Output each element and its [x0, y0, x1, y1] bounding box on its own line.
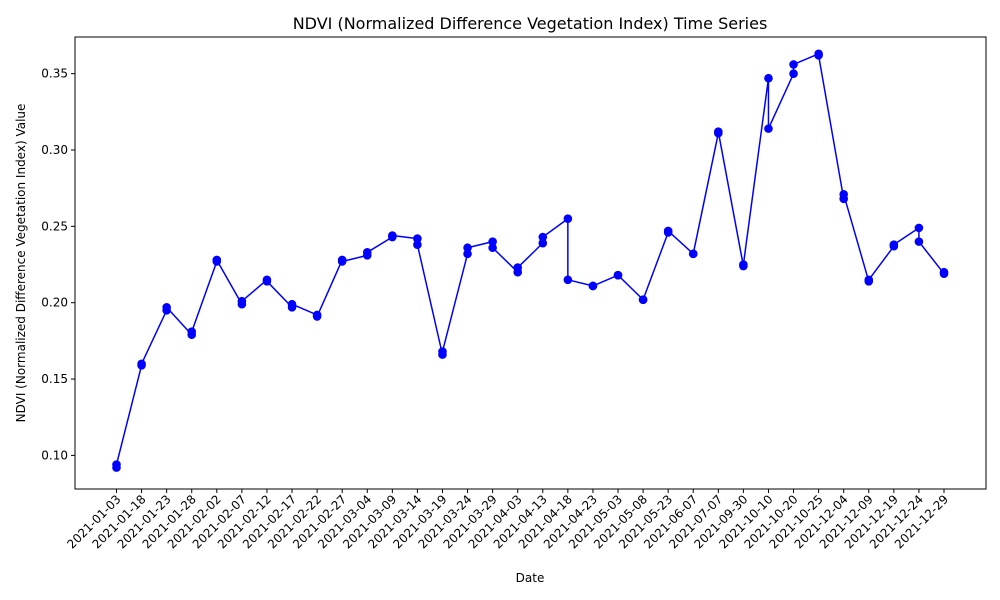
data-point: [914, 237, 924, 246]
data-point: [889, 240, 899, 249]
data-point: [513, 263, 523, 272]
data-point: [488, 243, 497, 253]
data-point: [739, 260, 748, 269]
data-point: [814, 51, 823, 60]
data-point: [538, 238, 548, 248]
data-point: [688, 249, 698, 259]
data-point: [362, 248, 372, 257]
data-point: [538, 232, 548, 242]
data-point: [112, 460, 121, 469]
data-point: [312, 312, 322, 321]
data-point: [287, 299, 297, 309]
data-point: [262, 277, 272, 286]
y-tick-label: 0.15: [41, 372, 68, 386]
data-point: [864, 275, 874, 285]
chart-title: NDVI (Normalized Difference Vegetation I…: [293, 14, 768, 33]
data-point: [939, 267, 949, 277]
data-point: [413, 240, 422, 249]
data-point: [237, 296, 247, 306]
y-tick-label: 0.35: [41, 67, 68, 81]
data-point: [563, 214, 573, 224]
plot-frame: [74, 36, 987, 490]
data-point: [563, 275, 573, 285]
data-point: [764, 124, 773, 133]
data-point: [588, 281, 598, 291]
y-tick-label: 0.20: [41, 296, 68, 310]
y-tick-label: 0.10: [41, 448, 68, 462]
data-point: [714, 127, 723, 136]
data-point: [337, 257, 347, 266]
data-point: [388, 231, 397, 240]
data-point: [212, 255, 222, 265]
data-point: [638, 295, 648, 304]
data-point: [413, 234, 422, 243]
data-point: [162, 302, 171, 312]
data-point: [789, 69, 798, 78]
data-point: [839, 189, 848, 199]
data-point: [663, 226, 673, 236]
x-axis-label: Date: [516, 571, 545, 585]
data-point: [187, 327, 197, 337]
plot-area: 0.100.150.200.250.300.352021-01-032021-0…: [41, 36, 987, 551]
data-point: [914, 223, 924, 233]
data-point: [438, 347, 447, 356]
y-axis-label: NDVI (Normalized Difference Vegetation I…: [14, 104, 28, 423]
y-tick-label: 0.30: [41, 143, 68, 157]
data-point: [137, 359, 146, 369]
data-point: [764, 73, 773, 83]
data-point: [463, 249, 472, 259]
data-point: [488, 237, 497, 246]
y-tick-label: 0.25: [41, 219, 68, 233]
data-point: [789, 60, 798, 69]
data-point: [463, 243, 472, 253]
data-point: [613, 270, 623, 280]
